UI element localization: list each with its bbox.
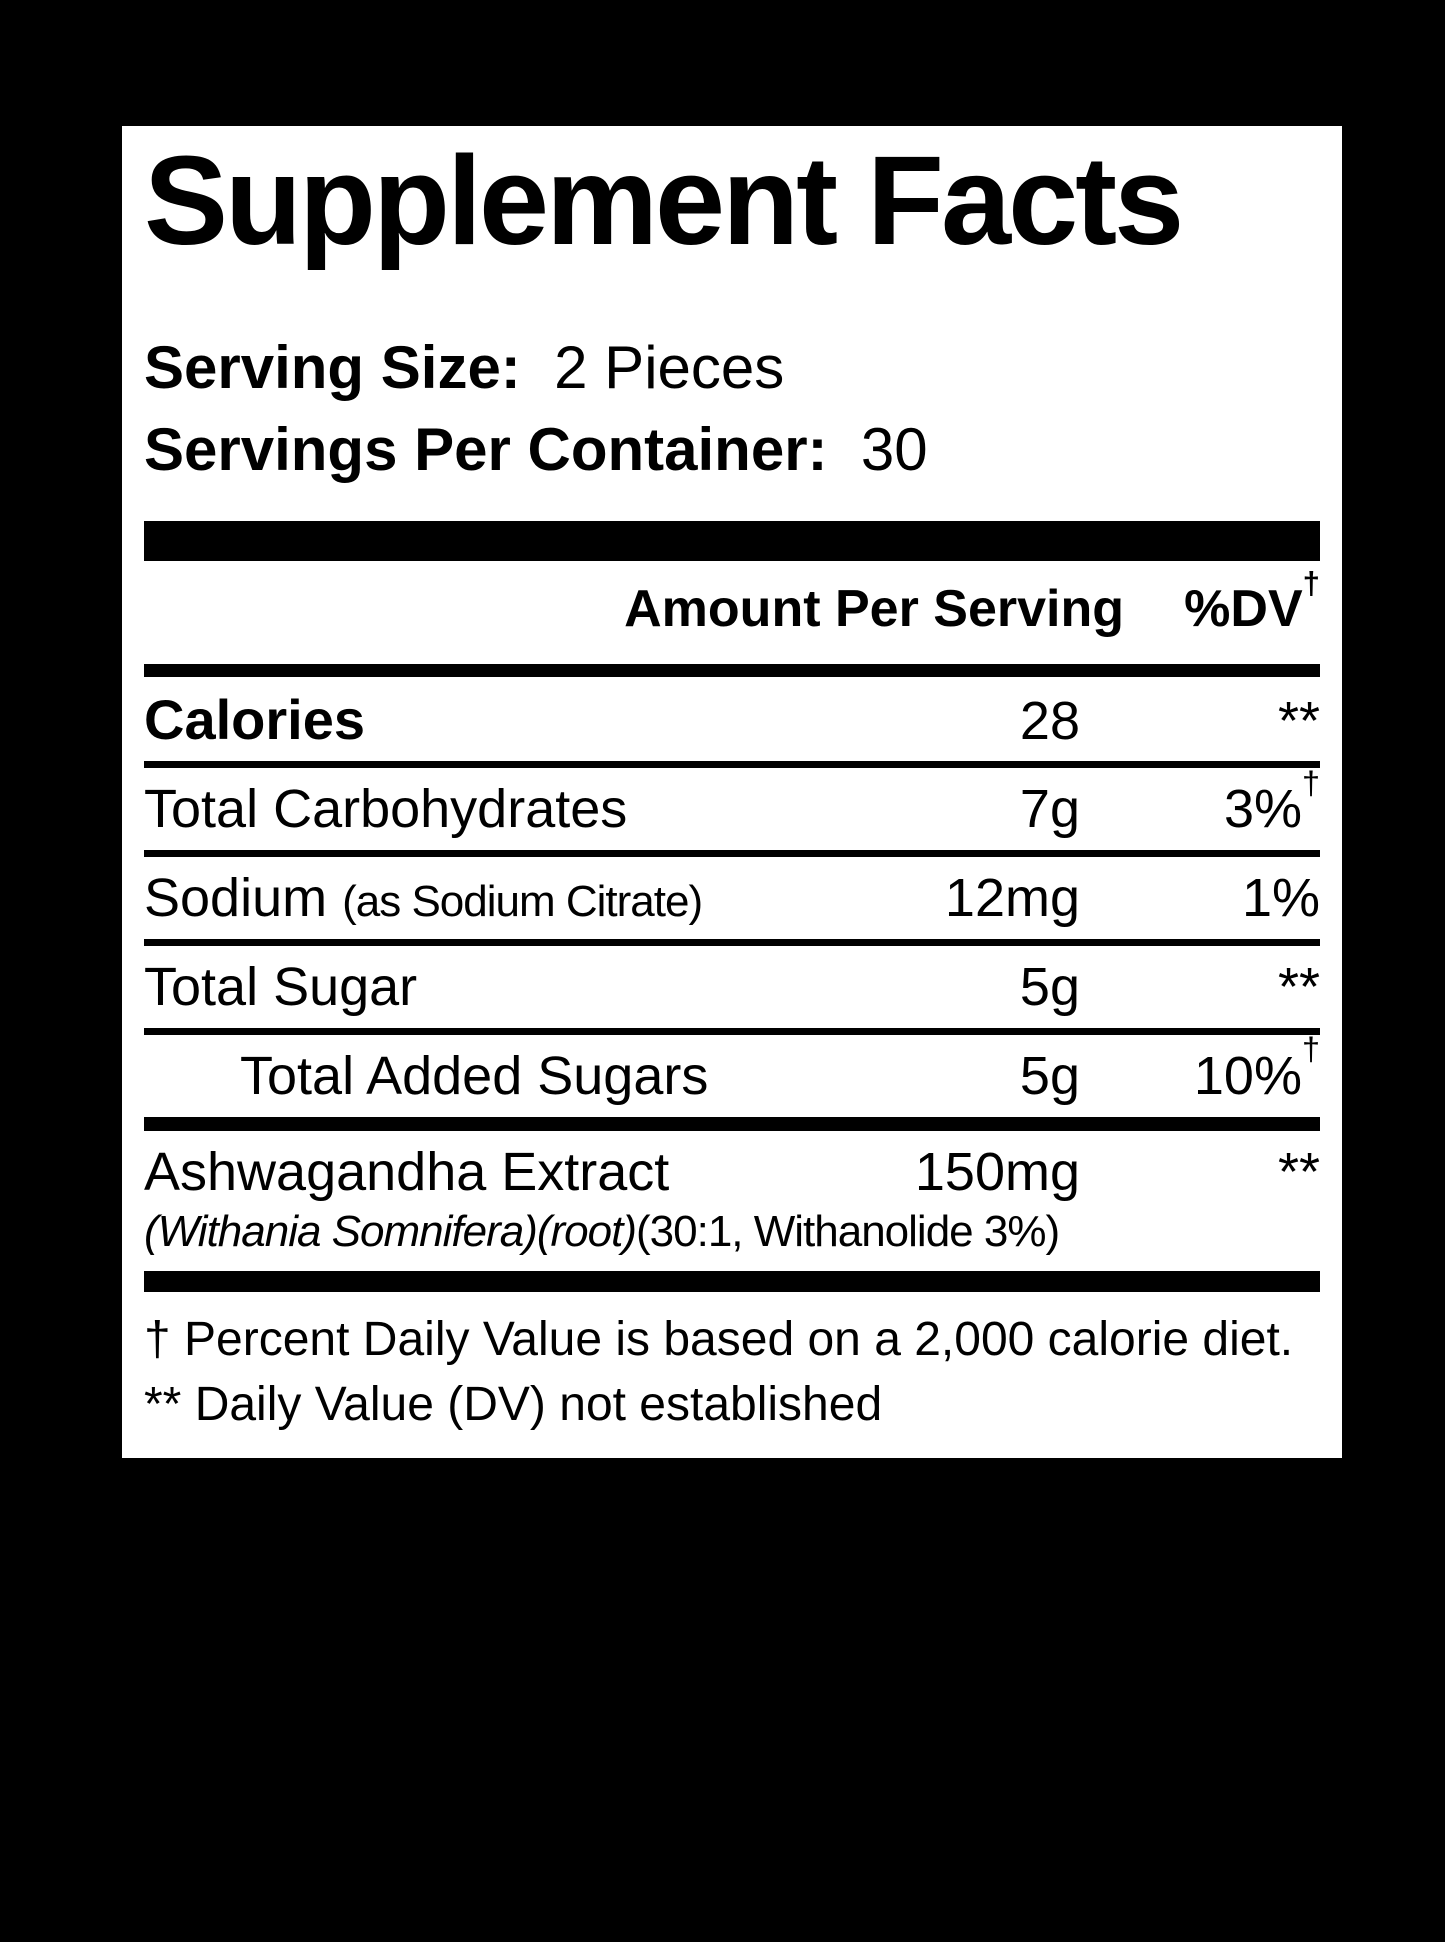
section-divider-bar	[144, 1116, 1320, 1131]
table-row: Ashwagandha Extract 150mg **	[144, 1131, 1320, 1205]
nutrient-name: Total Sugar	[144, 956, 418, 1017]
nutrient-name-text: Sodium	[144, 868, 328, 929]
servings-per-container-value-text: 30	[860, 416, 928, 483]
table-row: Sodium (as Sodium Citrate) 12mg 1%	[144, 857, 1320, 939]
nutrient-dv: **	[1277, 956, 1320, 1017]
supplement-facts-panel: Supplement Facts Serving Size: 2 Pieces …	[122, 126, 1342, 1458]
footnote-dv-not-established: ** Daily Value (DV) not established	[144, 1377, 883, 1431]
nutrient-name-note: (as Sodium Citrate)	[342, 877, 703, 927]
top-divider-bar	[144, 521, 1320, 561]
table-row: Total Sugar 5g **	[144, 946, 1320, 1028]
nutrient-subline: (Withania Somnifera)(root)(30:1, Withano…	[144, 1204, 1320, 1271]
percent-dv-header-text: %DV	[1184, 580, 1303, 638]
footnotes: † Percent Daily Value is based on a 2,00…	[144, 1308, 1320, 1438]
nutrient-amount: 150mg	[914, 1141, 1080, 1202]
serving-size-label: Serving Size:	[144, 334, 521, 401]
serving-size-row: Serving Size: 2 Pieces	[144, 330, 1320, 405]
nutrient-amount: 5g	[1019, 956, 1080, 1017]
serving-size-value-text: 2 Pieces	[554, 334, 785, 401]
nutrient-dv: 3%†	[1080, 767, 1320, 842]
table-header-row: Amount Per Serving %DV†	[144, 568, 1320, 644]
nutrient-name: Calories	[144, 687, 365, 751]
panel-title: Supplement Facts	[144, 130, 1184, 271]
dagger-icon: †	[1301, 764, 1320, 801]
nutrient-dv: 10%†	[1080, 1033, 1320, 1109]
nutrient-amount: 12mg	[944, 868, 1080, 929]
servings-per-container-row: Servings Per Container: 30	[144, 412, 1320, 487]
nutrient-amount: 28	[1019, 690, 1080, 751]
servings-per-container-value	[844, 416, 861, 483]
nutrient-name: Ashwagandha Extract	[144, 1141, 670, 1202]
dagger-icon: †	[1301, 1031, 1320, 1068]
table-row: Total Added Sugars 5g 10%†	[144, 1033, 1320, 1117]
amount-per-serving-header: Amount Per Serving	[624, 580, 1124, 638]
bottom-divider-bar	[144, 1271, 1320, 1293]
row-separator	[144, 850, 1320, 858]
nutrient-amount: 7g	[1019, 779, 1080, 840]
table-row: Total Carbohydrates 7g 3%†	[144, 767, 1320, 850]
nutrient-name: Total Carbohydrates	[144, 779, 628, 840]
servings-per-container-label: Servings Per Container:	[144, 416, 828, 483]
header-underline	[144, 663, 1320, 677]
nutrient-subline-standardization: (30:1, Withanolide 3%)	[636, 1207, 1060, 1257]
nutrient-name: Sodium (as Sodium Citrate)	[144, 866, 830, 931]
table-row: Calories 28 **	[144, 677, 1320, 762]
nutrient-subline-botanical: (Withania Somnifera)(root)	[144, 1207, 637, 1257]
nutrient-dv-text: 3%	[1223, 779, 1302, 840]
nutrient-name: Total Added Sugars	[240, 1045, 709, 1106]
nutrient-amount: 5g	[1019, 1045, 1080, 1106]
dagger-icon: †	[1302, 565, 1320, 601]
nutrient-dv-text: 10%	[1193, 1045, 1302, 1106]
row-separator	[144, 761, 1320, 769]
row-separator	[144, 1027, 1320, 1035]
nutrient-dv: **	[1277, 690, 1320, 751]
row-separator	[144, 938, 1320, 946]
nutrient-dv: 1%	[1241, 868, 1320, 929]
footnote-daily-value: † Percent Daily Value is based on a 2,00…	[144, 1313, 1294, 1367]
serving-size-value	[537, 334, 554, 401]
percent-dv-header: %DV†	[1124, 568, 1320, 644]
nutrient-dv: **	[1277, 1141, 1320, 1202]
